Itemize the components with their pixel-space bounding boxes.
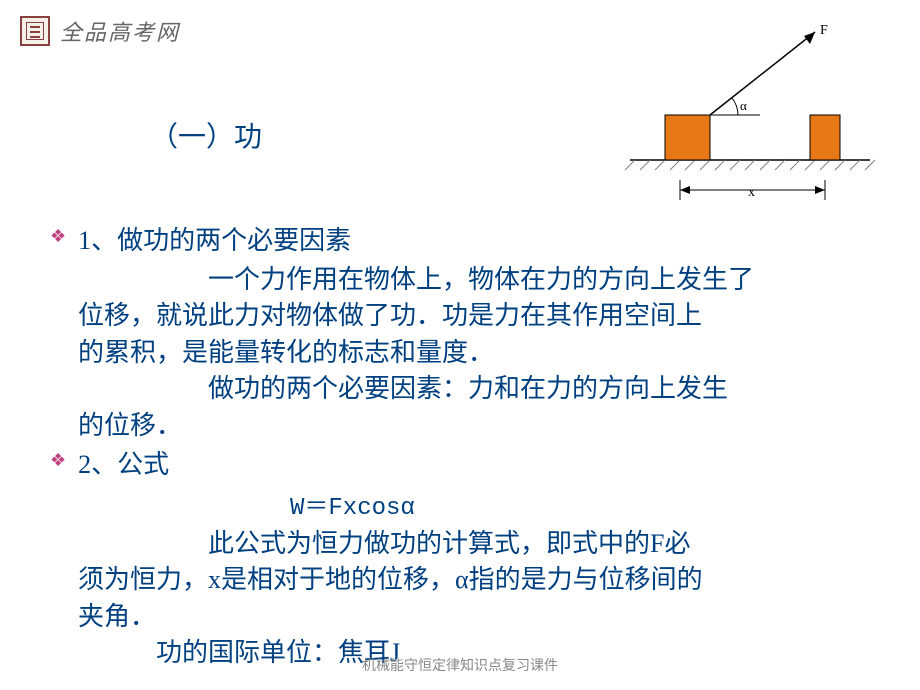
p2-line2: 须为恒力，x是相对于地的位移，α指的是力与位移间的 [78, 562, 870, 598]
logo-text: 全品高考网 [60, 15, 180, 47]
p2-line1: 此公式为恒力做功的计算式，即式中的F必 [78, 526, 870, 562]
point-2: ❖ 2、公式 [50, 444, 870, 481]
logo-icon [20, 16, 50, 46]
diamond-bullet-icon: ❖ [50, 226, 66, 247]
force-diagram: F α x [620, 20, 880, 210]
p1-line5: 的位移． [78, 408, 870, 444]
content-area: ❖ 1、做功的两个必要因素 一个力作用在物体上，物体在力的方向上发生了 位移，就… [50, 220, 870, 672]
point-1: ❖ 1、做功的两个必要因素 [50, 220, 870, 257]
formula: W＝Fxcosα [50, 486, 870, 522]
section-title: （一）功 [150, 115, 262, 155]
force-label: F [820, 23, 828, 38]
p1-line2: 位移，就说此力对物体做了功．功是力在其作用空间上 [78, 298, 870, 334]
logo-area: 全品高考网 [20, 15, 180, 47]
p1-line4: 做功的两个必要因素：力和在力的方向上发生 [78, 371, 870, 407]
p1-line3: 的累积，是能量转化的标志和量度． [78, 335, 870, 371]
angle-label: α [740, 98, 747, 113]
p2-line3: 夹角． [78, 599, 870, 635]
point-1-head: 1、做功的两个必要因素 [78, 226, 351, 255]
distance-label: x [748, 185, 755, 200]
diamond-bullet-icon: ❖ [50, 450, 66, 471]
footer-text: 机械能守恒定律知识点复习课件 [0, 655, 920, 675]
p1-line1: 一个力作用在物体上，物体在力的方向上发生了 [78, 262, 870, 298]
point-2-head: 2、公式 [78, 450, 169, 479]
